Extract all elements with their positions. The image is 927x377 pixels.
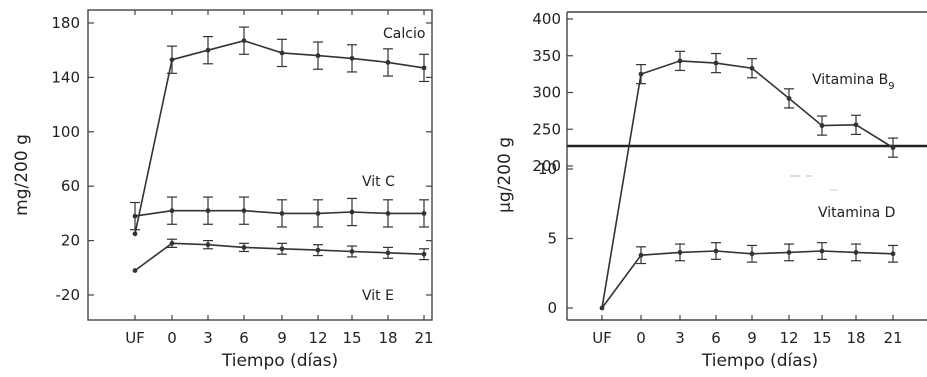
right-series-b9-point xyxy=(677,58,683,64)
left-series-2-point xyxy=(421,251,427,257)
vitamina-b9-label: Vitamina B9 xyxy=(812,72,895,92)
left-series-2-point xyxy=(385,250,391,256)
left-x-axis-label: Tiempo (días) xyxy=(221,351,338,371)
left-x-tick-label: 21 xyxy=(414,329,433,347)
right-series-b9-point xyxy=(749,65,755,71)
right-series-d-point xyxy=(853,250,859,255)
right-series-d-point xyxy=(638,252,644,258)
left-series-2-point xyxy=(241,245,247,250)
right-x-tick-label: 6 xyxy=(711,329,721,347)
left-series-0-point xyxy=(169,57,175,63)
left-series-1-point xyxy=(132,213,138,219)
right-y-tick-label: 250 xyxy=(532,120,561,138)
left-series-1-point xyxy=(169,208,175,214)
left-series-2-point xyxy=(279,246,285,252)
left-series-0-point xyxy=(315,53,321,59)
left-series-0-point xyxy=(241,38,247,44)
right-chart: 200 250 300 350 400 0 5 10 UF 0 3 6 9 12 15 18 21 Tiempo … xyxy=(495,10,927,371)
left-series-1-point xyxy=(279,211,285,216)
right-series-d-point xyxy=(786,250,792,255)
left-x-tick-label: 6 xyxy=(239,329,249,347)
left-series-0-point xyxy=(385,60,391,65)
right-series-d-point xyxy=(749,251,755,257)
left-series-1-point xyxy=(315,211,321,216)
right-y-tick-label: 400 xyxy=(532,10,561,28)
left-y-axis-label: mg/200 g xyxy=(12,134,32,216)
right-series-b9-point xyxy=(786,95,792,101)
vit-e-label: Vit E xyxy=(362,288,394,304)
vitamina-b9-name: Vitamina B xyxy=(812,72,888,88)
right-y-tick-label: 350 xyxy=(532,47,561,65)
right-y-axis-label: µg/200 g xyxy=(495,137,515,213)
vitamina-d-label: Vitamina D xyxy=(818,205,895,221)
right-series-d-point xyxy=(599,305,605,311)
right-series-d-point xyxy=(713,248,719,254)
right-series-b9-point xyxy=(713,60,719,66)
left-series-0-point xyxy=(349,55,355,61)
right-series-b9-point xyxy=(638,71,644,77)
right-series-d-point xyxy=(819,248,825,254)
right-x-tick-label: 12 xyxy=(779,329,798,347)
left-series-0-point xyxy=(421,65,427,71)
right-series-d-point xyxy=(677,250,683,255)
left-series-1-point xyxy=(241,208,247,214)
left-x-tick-label: 3 xyxy=(203,329,213,347)
right-x-tick-label: 18 xyxy=(846,329,865,347)
left-y-tick-label: 20 xyxy=(61,232,80,250)
left-series-2-point xyxy=(205,242,211,248)
left-y-tick-label: -20 xyxy=(56,286,81,304)
left-series-0-point xyxy=(132,231,138,237)
right-x-tick-label: 15 xyxy=(812,329,831,347)
right-y-tick-label: 200 xyxy=(532,157,561,175)
b9-connector-line xyxy=(601,73,642,309)
right-series-b9-point xyxy=(853,122,859,128)
left-y-tick-label: 60 xyxy=(61,177,80,195)
vitamina-b9-subscript: 9 xyxy=(888,81,894,92)
left-series-1-point xyxy=(205,208,211,214)
left-x-tick-label: 12 xyxy=(308,329,327,347)
vit-c-label: Vit C xyxy=(362,174,395,190)
left-x-tick-label: 9 xyxy=(277,329,287,347)
left-x-tick-label: 18 xyxy=(378,329,397,347)
right-y-tick-label: 300 xyxy=(532,84,561,102)
right-series-b9-point xyxy=(819,123,825,128)
left-x-tick-label: 0 xyxy=(167,329,177,347)
left-chart: -20 20 60 100 140 180 UF 0 3 6 9 12 15 18 21 Tiempo (dí… xyxy=(12,9,434,371)
left-x-tick-label: UF xyxy=(125,329,145,347)
right-x-tick-label: 9 xyxy=(747,329,757,347)
left-plot-frame xyxy=(87,9,433,321)
right-x-axis-label: Tiempo (días) xyxy=(701,351,818,371)
right-y-tick-label: 0 xyxy=(547,299,557,317)
left-series-0-point xyxy=(205,47,211,53)
left-series-2-point xyxy=(132,268,138,273)
left-x-tick-label: 15 xyxy=(342,329,361,347)
left-y-tick-label: 140 xyxy=(51,68,80,86)
calcio-label: Calcio xyxy=(383,26,425,42)
left-series-1-point xyxy=(421,211,427,216)
left-y-tick-label: 100 xyxy=(51,123,80,141)
left-series-1-line xyxy=(134,209,424,217)
right-x-tick-label: 21 xyxy=(883,329,902,347)
left-series-2-point xyxy=(349,249,355,254)
right-x-tick-label: 0 xyxy=(636,329,646,347)
right-series-b9-line xyxy=(640,60,894,149)
left-series-2-point xyxy=(169,240,175,246)
right-series-b9-point xyxy=(890,145,896,151)
right-y-tick-label: 10 xyxy=(538,160,557,178)
left-series-2-line xyxy=(134,242,425,272)
right-series-d-line xyxy=(601,250,894,309)
right-y-tick-label: 5 xyxy=(547,230,557,248)
right-x-tick-label: 3 xyxy=(675,329,685,347)
left-series-2-point xyxy=(315,247,321,253)
left-y-tick-label: 180 xyxy=(51,14,80,32)
left-series-0-point xyxy=(279,50,285,56)
left-series-1-point xyxy=(349,209,355,215)
left-series-0-line xyxy=(134,39,425,234)
right-series-d-point xyxy=(890,251,896,257)
right-x-tick-label: UF xyxy=(592,329,612,347)
left-series-1-point xyxy=(385,211,391,216)
